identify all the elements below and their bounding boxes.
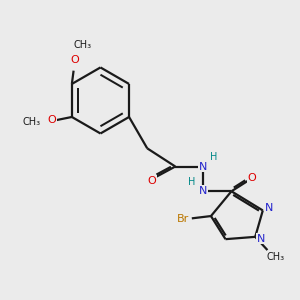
Text: N: N: [199, 186, 208, 196]
Text: N: N: [199, 161, 208, 172]
Text: N: N: [257, 233, 265, 244]
Text: CH₃: CH₃: [74, 40, 92, 50]
Text: H: H: [188, 177, 196, 187]
Text: CH₃: CH₃: [22, 117, 40, 127]
Text: N: N: [265, 203, 273, 213]
Text: O: O: [70, 56, 79, 65]
Text: O: O: [248, 173, 256, 183]
Text: O: O: [148, 176, 157, 186]
Text: CH₃: CH₃: [267, 252, 285, 262]
Text: O: O: [47, 115, 56, 125]
Text: H: H: [210, 152, 218, 162]
Text: Br: Br: [177, 214, 189, 224]
